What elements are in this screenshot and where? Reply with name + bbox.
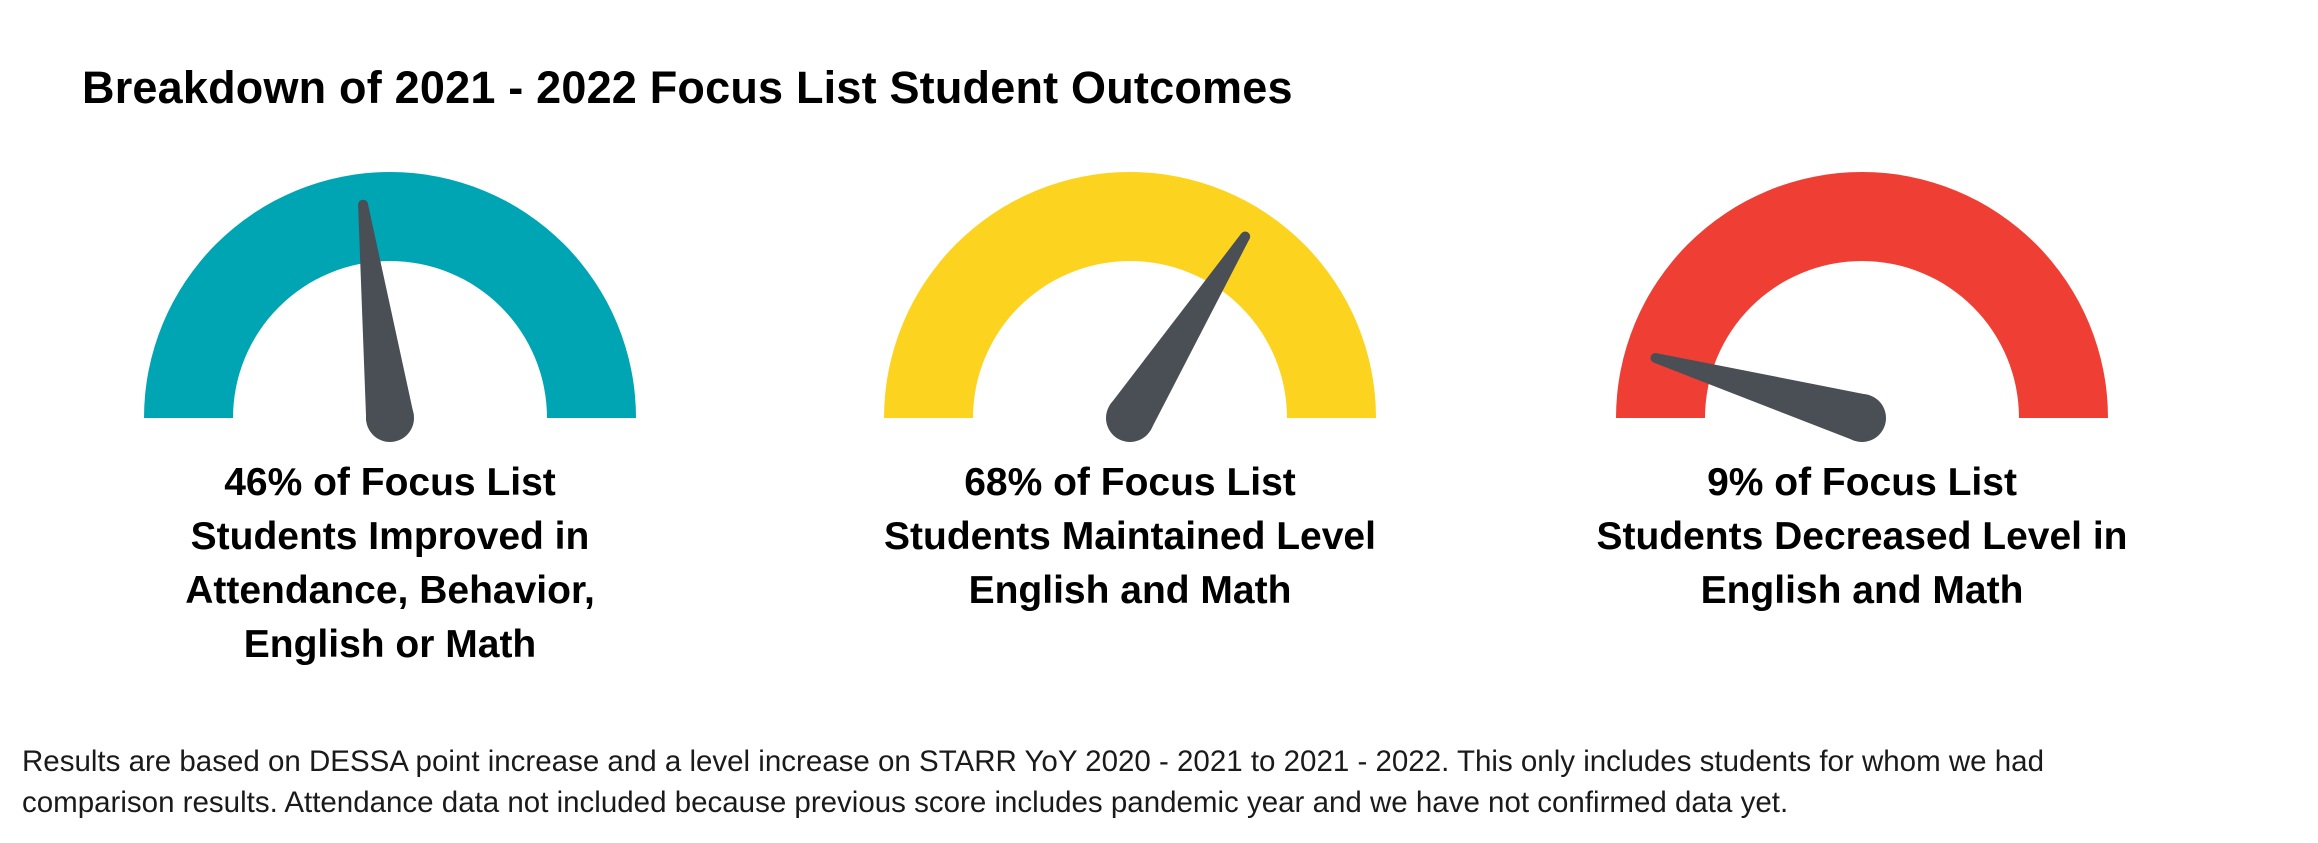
gauge-caption-line: 46% of Focus List	[224, 461, 556, 504]
gauge-arc	[144, 172, 636, 418]
footnote: Results are based on DESSA point increas…	[22, 741, 2302, 823]
gauge-caption-3: 9% of Focus List Students Decreased Level…	[1562, 456, 2162, 618]
gauge-arc	[1616, 172, 2108, 418]
gauge-caption-line: Students Decreased Level in	[1596, 515, 2128, 558]
gauge-1	[144, 172, 636, 442]
gauge-needle-hub	[1838, 394, 1886, 442]
gauge-caption-line: Students Maintained Level	[884, 515, 1376, 558]
gauge-caption-line: English and Math	[1700, 569, 2024, 612]
gauge-caption-line: Attendance, Behavior,	[185, 569, 595, 612]
gauge-caption-line: Students Improved in	[190, 515, 590, 558]
gauge-needle-hub	[366, 394, 414, 442]
gauge-needle	[1654, 353, 1869, 441]
page-title: Breakdown of 2021 - 2022 Focus List Stud…	[82, 62, 1293, 113]
gauge-needle-tip	[1650, 353, 1661, 363]
gauge-3	[1616, 172, 2108, 442]
footnote-line-1: Results are based on DESSA point increas…	[22, 745, 2044, 778]
gauge-needle-tip	[358, 199, 369, 210]
gauge-caption-line: 9% of Focus List	[1707, 461, 2017, 504]
gauge-arc	[884, 172, 1376, 418]
gauge-caption-line: English or Math	[243, 623, 537, 666]
gauge-needle	[358, 204, 414, 421]
gauge-2	[884, 172, 1376, 442]
gauge-needle	[1109, 233, 1250, 431]
gauge-caption-line: 68% of Focus List	[964, 461, 1296, 504]
gauge-caption-2: 68% of Focus List Students Maintained Lev…	[830, 456, 1430, 618]
gauge-needle-hub	[1106, 394, 1154, 442]
gauge-needle-tip	[1240, 231, 1251, 242]
gauge-caption-1: 46% of Focus List Students Improved in Att…	[90, 456, 690, 672]
gauge-caption-line: English and Math	[968, 569, 1292, 612]
footnote-line-2: comparison results. Attendance data not …	[22, 786, 1789, 819]
